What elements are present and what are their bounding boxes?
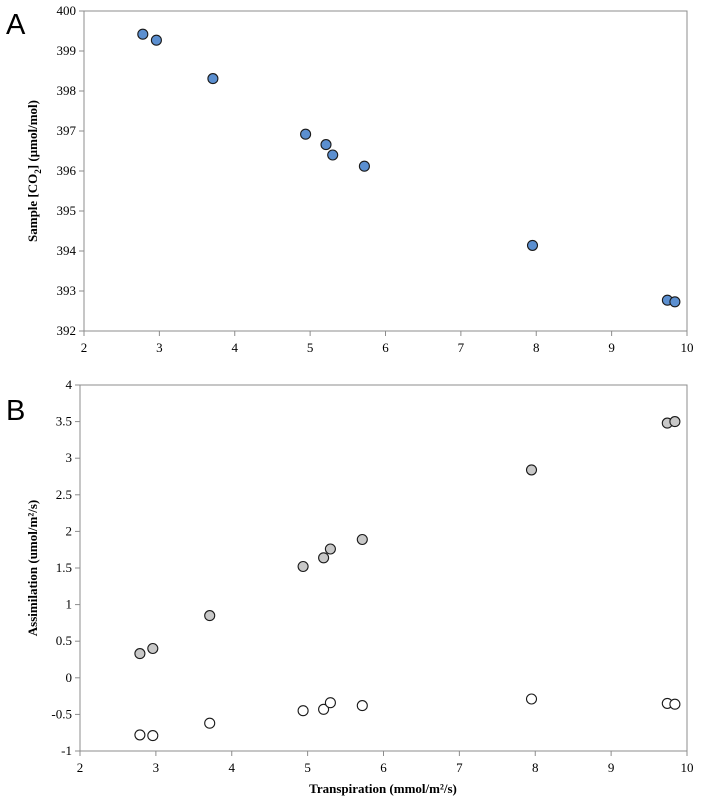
panel-b-series-2-point	[147, 730, 159, 742]
panel-b-series-2-point	[318, 703, 330, 715]
panel-b-y-tick-label: 0	[66, 670, 73, 685]
panel-b-x-tick-label: 3	[153, 760, 160, 775]
panel-b-x-tick-label: 7	[456, 760, 463, 775]
panel-b-series-2-point	[297, 705, 309, 717]
panel-b-label: B	[6, 395, 25, 427]
panel-b-y-tick-label: 3	[66, 450, 73, 465]
panel-b-series-2-point	[324, 697, 336, 709]
panel-b-plot-area	[79, 384, 688, 752]
panel-b-x-tick-label: 6	[380, 760, 387, 775]
panel-a-x-tick-label: 4	[232, 340, 239, 355]
panel-a-series-1-point	[526, 239, 539, 251]
panel-b-y-ticks: -1 -0.5 0 0.5 1 1.5 2 2.5 3 3.5 4	[51, 377, 80, 758]
panel-b-series-1-point	[318, 552, 330, 564]
panel-b-x-tick-label: 5	[304, 760, 311, 775]
panel-a-series-1-point	[207, 73, 219, 85]
panel-a-label: A	[6, 9, 26, 41]
panel-a-y-axis-label: Sample [CO2] (µmol/mol)	[25, 100, 43, 242]
panel-a-x-tick-label: 9	[608, 340, 615, 355]
panel-b-series-1-point	[134, 648, 146, 660]
panel-b: B 2 3 4 5 6 7 8 9 10 -1 -0.5 0 0.5 1 1.5 2 2.5 3 3.5 4 Ass…	[6, 377, 694, 796]
panel-a-y-tick-label: 393	[57, 283, 77, 298]
panel-b-x-tick-label: 9	[608, 760, 615, 775]
panel-b-y-tick-label: 0.5	[56, 633, 72, 648]
panel-a-series-1-point	[300, 128, 312, 140]
panel-b-x-tick-label: 2	[77, 760, 84, 775]
panel-b-x-tick-label: 4	[229, 760, 236, 775]
panel-b-y-tick-label: 2	[66, 523, 73, 538]
panel-a-series-1-point	[137, 28, 149, 40]
panel-b-y-tick-label: -0.5	[51, 706, 72, 721]
panel-a-y-ticks: 392 393 394 395 396 397 398 399 400	[57, 3, 84, 338]
panel-a-x-tick-label: 2	[81, 340, 88, 355]
panel-a-x-tick-label: 7	[458, 340, 465, 355]
panel-a-y-tick-label: 394	[57, 243, 77, 258]
panel-b-y-axis-label: Assimilation (umol/m²/s)	[25, 500, 40, 636]
panel-b-series-2-point	[204, 717, 216, 729]
panel-b-x-tick-label: 8	[532, 760, 539, 775]
panel-a-series-1-point	[150, 34, 162, 46]
panel-b-x-axis-label: Transpiration (mmol/m²/s)	[309, 781, 457, 796]
panel-b-points	[134, 416, 681, 742]
panel-a-x-tick-label: 6	[382, 340, 389, 355]
panel-a-x-tick-label: 3	[156, 340, 163, 355]
panel-b-y-tick-label: 3.5	[56, 414, 72, 429]
panel-b-series-1-point	[525, 464, 538, 476]
panel-b-y-tick-label: 2.5	[56, 487, 72, 502]
panel-b-series-1-point	[669, 416, 681, 428]
panel-a-series-1-point	[320, 139, 332, 151]
panel-b-series-1-point	[297, 560, 309, 573]
panel-a-plot-area	[83, 10, 688, 332]
panel-b-y-tick-label: -1	[61, 743, 72, 758]
panel-a-series-1-point	[327, 149, 339, 161]
panel-b-y-tick-label: 1.5	[56, 560, 72, 575]
panel-a-y-tick-label: 400	[57, 3, 77, 18]
panel-a-x-ticks: 2 3 4 5 6 7 8 9 10	[81, 331, 694, 355]
panel-a-y-tick-label: 395	[57, 203, 77, 218]
panel-a-x-tick-label: 8	[533, 340, 540, 355]
panel-a-points	[137, 28, 681, 308]
panel-b-y-tick-label: 1	[66, 597, 73, 612]
panel-b-x-ticks: 2 3 4 5 6 7 8 9 10	[77, 751, 694, 775]
panel-b-series-2-point	[525, 693, 538, 705]
panel-a-y-tick-label: 392	[57, 323, 77, 338]
panel-a-x-tick-label: 10	[681, 340, 694, 355]
panel-b-series-1-point	[324, 543, 336, 555]
panel-b-series-2-point	[669, 698, 681, 710]
panel-a-y-tick-label: 397	[57, 123, 77, 138]
panel-b-series-1-point	[356, 533, 368, 546]
panel-b-series-2-point	[356, 700, 368, 712]
panel-a-x-tick-label: 5	[307, 340, 314, 355]
panel-a-y-tick-label: 398	[57, 83, 77, 98]
panel-a-y-tick-label: 396	[57, 163, 77, 178]
panel-b-x-tick-label: 10	[681, 760, 694, 775]
panel-a: A 2 3 4 5 6 7 8 9 10 392 393 394 395 396 397 398 399 400…	[6, 3, 694, 355]
panel-b-series-1-point	[204, 610, 216, 622]
panel-a-y-tick-label: 399	[57, 43, 77, 58]
panel-b-series-2-point	[134, 729, 146, 741]
panel-a-series-1-point	[358, 160, 370, 172]
panel-b-y-tick-label: 4	[66, 377, 73, 392]
panel-a-series-1-point	[669, 296, 681, 308]
panel-b-series-1-point	[147, 642, 159, 655]
